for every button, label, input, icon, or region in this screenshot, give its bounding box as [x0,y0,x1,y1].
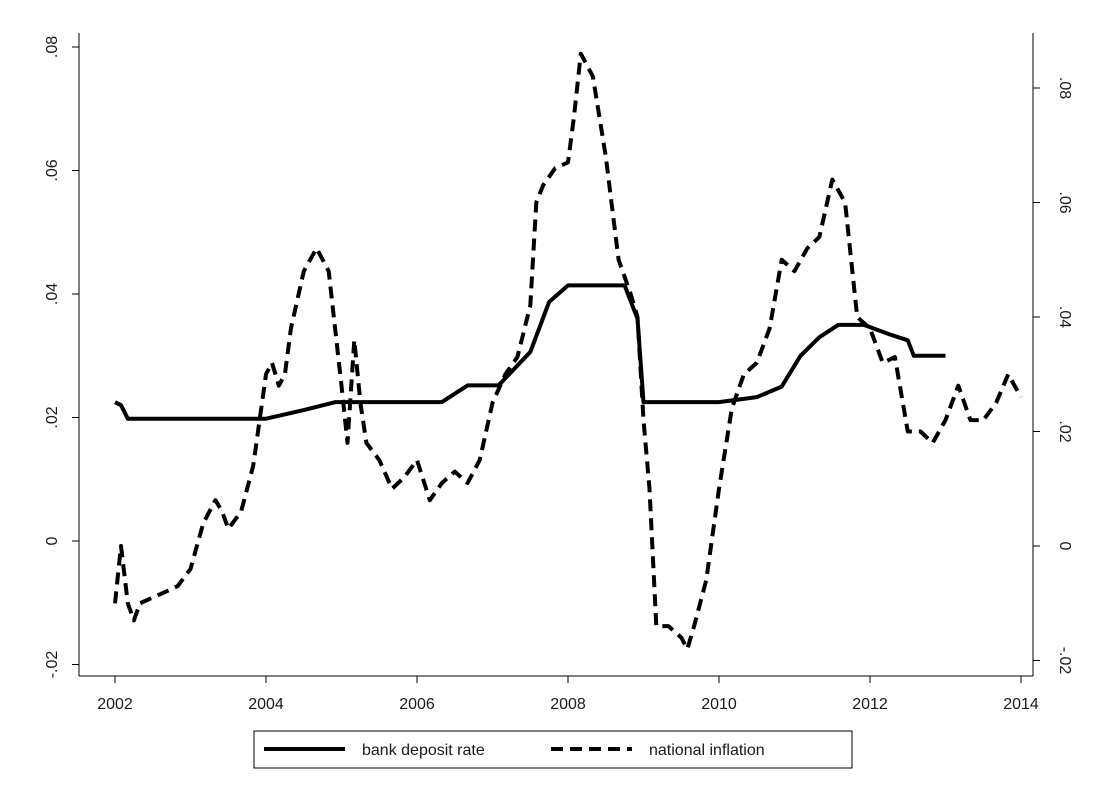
x-tick-label: 2004 [248,696,284,713]
x-tick-label: 2010 [701,696,737,713]
x-tick-label: 2008 [550,696,586,713]
series-line-national-inflation [113,51,1023,651]
right-y-axis: -.02 0 .02 .04 .06 .08 [1033,77,1073,675]
right-y-tick-label: .02 [1056,420,1073,442]
x-tick-label: 2006 [399,696,435,713]
x-axis: 2002 2004 2006 2008 2010 2012 2014 [97,676,1039,713]
right-y-tick-label: .06 [1056,191,1073,213]
left-y-axis: -.02 0 .02 .04 .06 .08 [44,36,79,679]
right-y-tick-label: 0 [1056,542,1073,551]
right-y-tick-label: .04 [1056,306,1073,328]
left-y-tick-label: .04 [44,283,61,305]
right-y-tick-label: .08 [1056,77,1073,99]
left-y-tick-label: .02 [44,406,61,428]
left-y-tick-label: .08 [44,36,61,58]
left-y-tick-label: .06 [44,159,61,181]
x-tick-label: 2014 [1003,696,1039,713]
left-y-tick-label: 0 [44,536,61,545]
plot-frame [78,33,1034,677]
right-y-tick-label: -.02 [1056,647,1073,675]
x-tick-label: 2012 [852,696,888,713]
legend: bank deposit rate national inflation [253,730,853,769]
series-line-bank-deposit-rate [114,283,946,421]
left-y-tick-label: -.02 [44,651,61,679]
x-tick-label: 2002 [97,696,133,713]
series-layer [113,51,1023,651]
legend-label: national inflation [649,742,765,759]
legend-label: bank deposit rate [362,742,485,759]
